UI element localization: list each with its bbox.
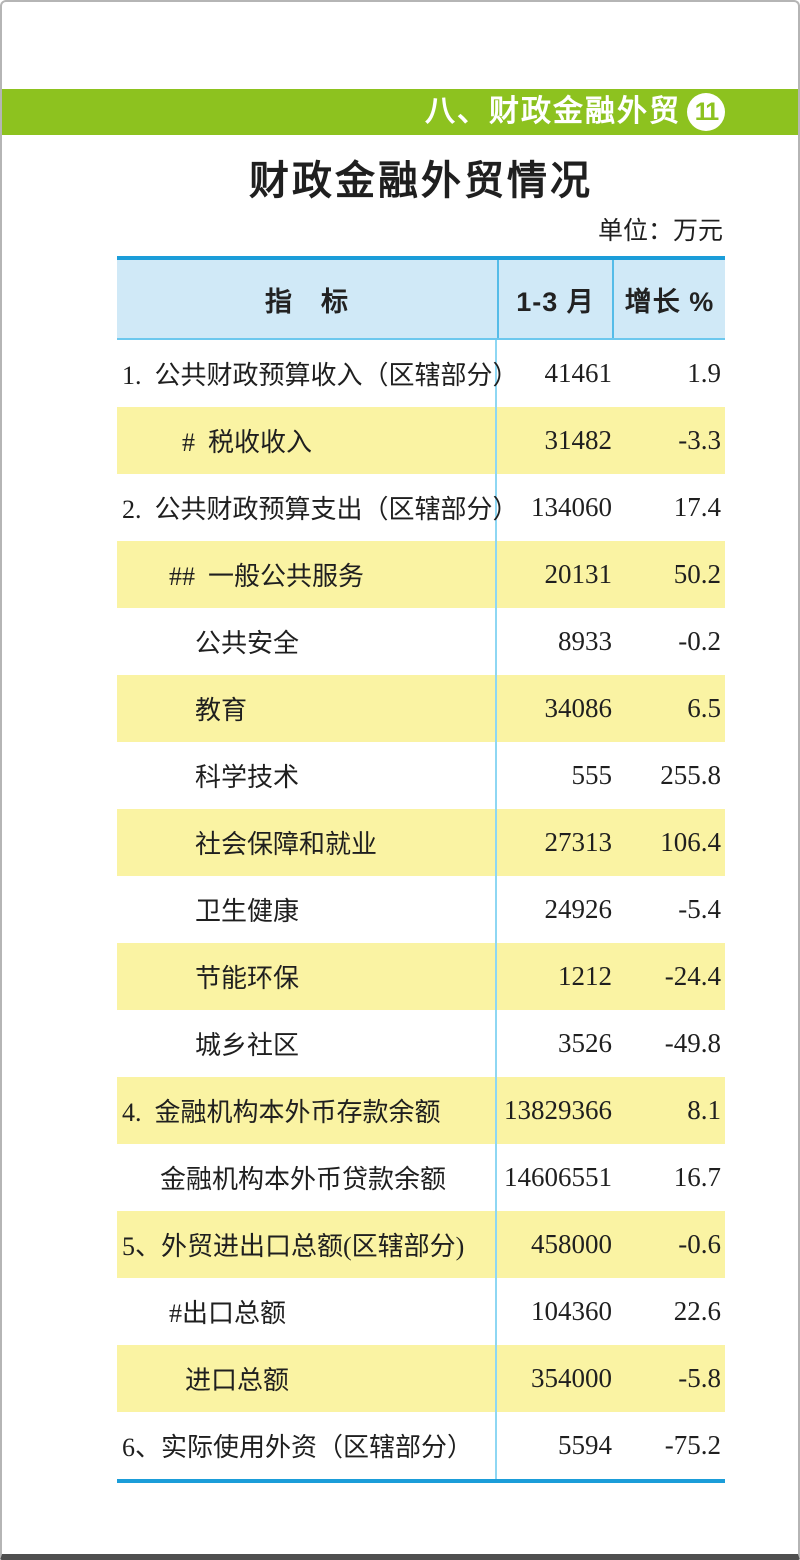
column-header-growth: 增长 %	[624, 286, 715, 317]
row-growth: 16.7	[673, 1162, 721, 1192]
page-content: 财政金融外贸情况 单位：万元 指 标 1-3 月 增长 % 1. 公共财政预算收…	[117, 135, 725, 1483]
table-row: # 税收收入 31482 -3.3	[117, 407, 725, 474]
data-table: 指 标 1-3 月 增长 % 1. 公共财政预算收入（区辖部分） 41461 1.9…	[117, 256, 725, 1483]
row-label: 4. 金融机构本外币存款余额	[117, 1077, 497, 1144]
row-label: 1. 公共财政预算收入（区辖部分）	[117, 340, 519, 407]
row-value: 104360	[531, 1296, 612, 1326]
row-growth: -49.8	[664, 1028, 721, 1058]
row-label: 城乡社区	[117, 1010, 497, 1077]
row-value: 20131	[544, 559, 613, 589]
table-row: 节能环保 1212 -24.4	[117, 943, 725, 1010]
row-label: 金融机构本外币贷款余额	[117, 1144, 497, 1211]
row-value: 1212	[558, 961, 612, 991]
unit-note: 单位：万元	[597, 218, 723, 245]
row-value: 27313	[544, 827, 613, 857]
page-title: 财政金融外贸情况	[249, 159, 593, 203]
table-row: 进口总额 354000 -5.8	[117, 1345, 725, 1412]
row-value: 41461	[544, 358, 613, 388]
row-label: 科学技术	[117, 742, 497, 809]
row-value: 354000	[531, 1363, 612, 1393]
table-row: 公共安全 8933 -0.2	[117, 608, 725, 675]
row-label: 进口总额	[117, 1345, 497, 1412]
row-value: 8933	[558, 626, 612, 656]
table-row: 社会保障和就业 27313 106.4	[117, 809, 725, 876]
row-growth: -75.2	[664, 1430, 721, 1460]
row-label: ## 一般公共服务	[117, 541, 497, 608]
table-row: 城乡社区 3526 -49.8	[117, 1010, 725, 1077]
row-growth: -0.2	[678, 626, 721, 656]
row-value: 5594	[558, 1430, 612, 1460]
table-row: 4. 金融机构本外币存款余额 13829366 8.1	[117, 1077, 725, 1144]
row-value: 134060	[531, 492, 612, 522]
row-label: 社会保障和就业	[117, 809, 497, 876]
row-growth: 22.6	[673, 1296, 721, 1326]
row-growth: 6.5	[687, 693, 721, 723]
table-row: 教育 34086 6.5	[117, 675, 725, 742]
table-row: #出口总额 104360 22.6	[117, 1278, 725, 1345]
row-growth: -24.4	[664, 961, 721, 991]
row-growth: -0.6	[678, 1229, 721, 1259]
row-growth: 1.9	[687, 358, 721, 388]
row-value: 34086	[544, 693, 613, 723]
table-row: 6、实际使用外资（区辖部分） 5594 -75.2	[117, 1412, 725, 1479]
row-growth: 106.4	[660, 827, 721, 857]
row-label: 节能环保	[117, 943, 497, 1010]
row-label: 2. 公共财政预算支出（区辖部分）	[117, 474, 519, 541]
row-growth: 8.1	[687, 1095, 721, 1125]
row-growth: 17.4	[673, 492, 721, 522]
column-header-period: 1-3 月	[499, 260, 614, 338]
row-value: 13829366	[504, 1095, 612, 1125]
column-header-indicator: 指 标	[117, 260, 499, 338]
table-body: 1. 公共财政预算收入（区辖部分） 41461 1.9 # 税收收入 31482 -3.3…	[117, 340, 725, 1479]
table-row: 卫生健康 24926 -5.4	[117, 876, 725, 943]
table-row: 科学技术 555 255.8	[117, 742, 725, 809]
table-header-row: 指 标 1-3 月 增长 %	[117, 260, 725, 340]
table-row: 2. 公共财政预算支出（区辖部分） 134060 17.4	[117, 474, 725, 541]
row-growth: -5.8	[678, 1363, 721, 1393]
row-label: 卫生健康	[117, 876, 497, 943]
table-row: 5、外贸进出口总额(区辖部分) 458000 -0.6	[117, 1211, 725, 1278]
row-label: 教育	[117, 675, 497, 742]
section-header-bar: 八、财政金融外贸 11	[2, 89, 798, 135]
row-growth: 255.8	[660, 760, 721, 790]
row-value: 14606551	[504, 1162, 612, 1192]
row-label: 6、实际使用外资（区辖部分）	[117, 1412, 497, 1479]
row-value: 555	[571, 760, 613, 790]
row-label: #出口总额	[117, 1278, 497, 1345]
row-growth: -5.4	[678, 894, 721, 924]
row-value: 458000	[531, 1229, 612, 1259]
row-label: 5、外贸进出口总额(区辖部分)	[117, 1211, 497, 1278]
row-growth: -3.3	[678, 425, 721, 455]
row-value: 3526	[558, 1028, 612, 1058]
row-label: 公共安全	[117, 608, 497, 675]
row-value: 24926	[544, 894, 613, 924]
page-number-badge: 11	[687, 93, 725, 131]
table-row: 1. 公共财政预算收入（区辖部分） 41461 1.9	[117, 340, 725, 407]
table-row: 金融机构本外币贷款余额 14606551 16.7	[117, 1144, 725, 1211]
row-growth: 50.2	[673, 559, 721, 589]
table-row: ## 一般公共服务 20131 50.2	[117, 541, 725, 608]
row-label: # 税收收入	[117, 407, 497, 474]
row-value: 31482	[544, 425, 613, 455]
section-title: 八、财政金融外贸	[425, 95, 681, 128]
